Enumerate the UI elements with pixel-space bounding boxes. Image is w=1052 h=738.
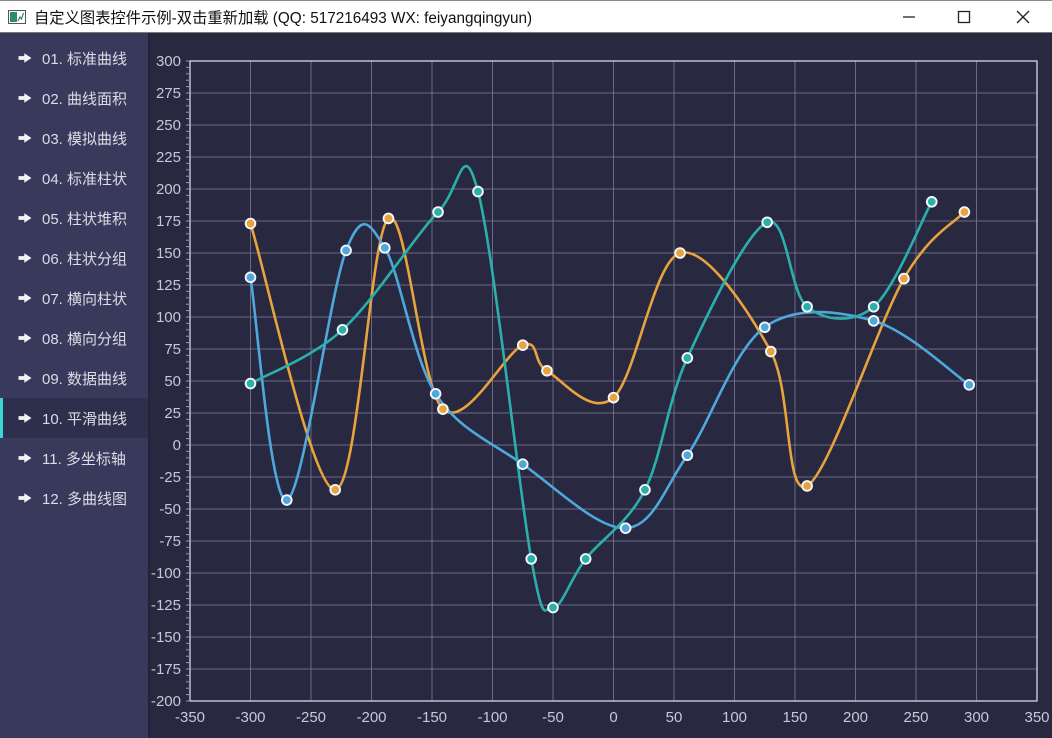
- svg-text:100: 100: [722, 709, 747, 726]
- svg-text:50: 50: [666, 709, 683, 726]
- svg-text:200: 200: [156, 181, 181, 198]
- svg-text:-150: -150: [417, 709, 447, 726]
- svg-text:-100: -100: [151, 565, 181, 582]
- svg-text:225: 225: [156, 149, 181, 166]
- svg-text:-75: -75: [159, 533, 181, 550]
- svg-text:-100: -100: [477, 709, 507, 726]
- svg-text:200: 200: [843, 709, 868, 726]
- svg-text:-50: -50: [159, 501, 181, 518]
- svg-text:-250: -250: [296, 709, 326, 726]
- svg-text:-50: -50: [542, 709, 564, 726]
- svg-text:25: 25: [164, 405, 181, 422]
- svg-text:75: 75: [164, 341, 181, 358]
- svg-text:-150: -150: [151, 629, 181, 646]
- svg-text:-350: -350: [175, 709, 205, 726]
- svg-text:250: 250: [156, 117, 181, 134]
- svg-text:50: 50: [164, 373, 181, 390]
- svg-text:0: 0: [173, 437, 181, 454]
- svg-text:100: 100: [156, 309, 181, 326]
- svg-text:150: 150: [782, 709, 807, 726]
- svg-text:300: 300: [156, 53, 181, 70]
- svg-text:300: 300: [964, 709, 989, 726]
- svg-text:275: 275: [156, 85, 181, 102]
- svg-text:-25: -25: [159, 469, 181, 486]
- svg-text:350: 350: [1024, 709, 1049, 726]
- svg-text:-300: -300: [235, 709, 265, 726]
- svg-text:250: 250: [903, 709, 928, 726]
- svg-text:125: 125: [156, 277, 181, 294]
- svg-text:150: 150: [156, 245, 181, 262]
- svg-text:-175: -175: [151, 661, 181, 678]
- svg-text:0: 0: [609, 709, 617, 726]
- svg-text:-125: -125: [151, 597, 181, 614]
- svg-text:-200: -200: [151, 693, 181, 710]
- svg-text:-200: -200: [356, 709, 386, 726]
- svg-text:175: 175: [156, 213, 181, 230]
